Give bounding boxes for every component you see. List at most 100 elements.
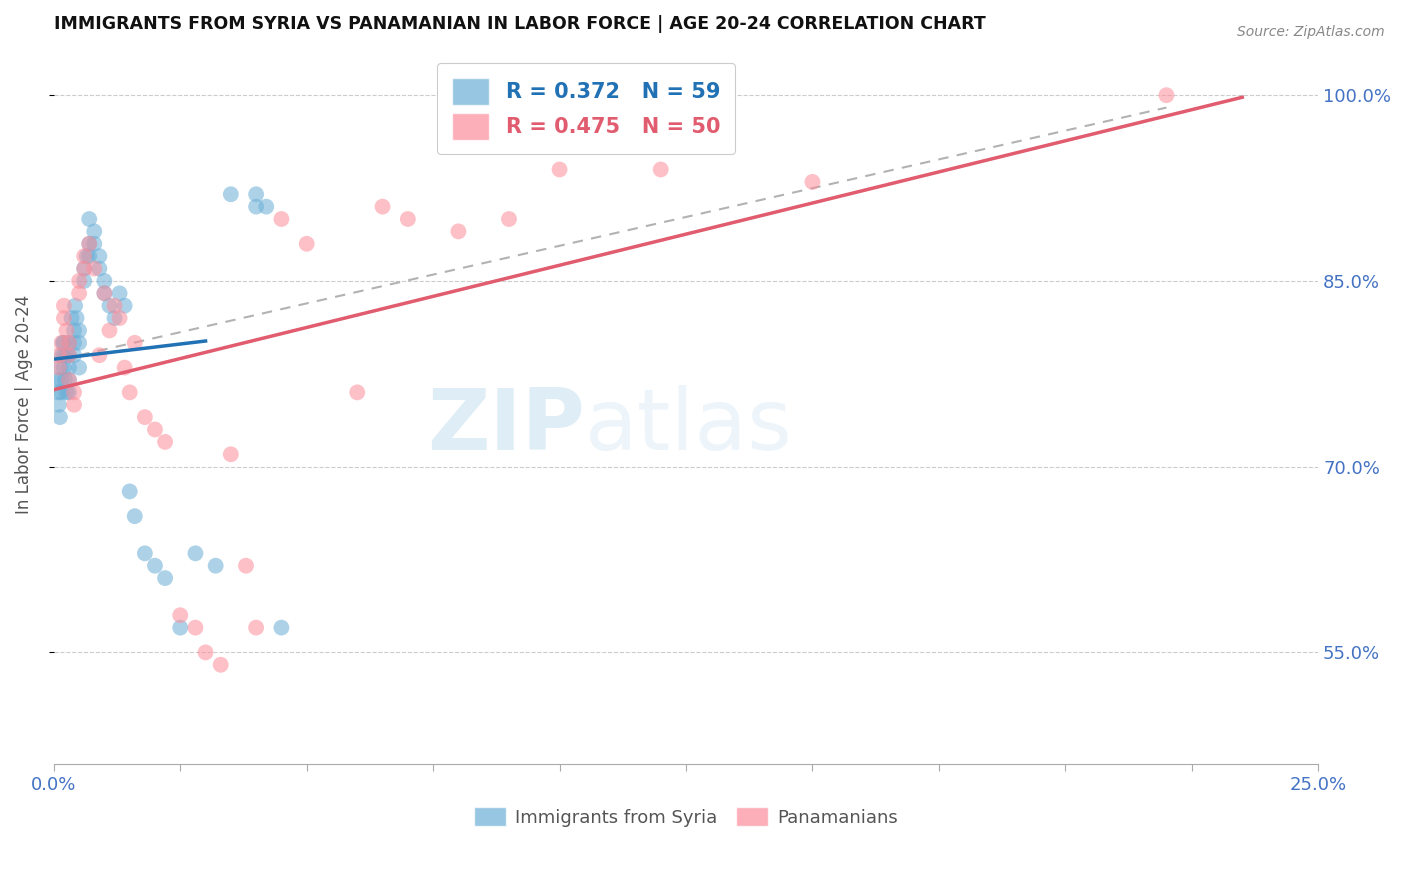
Point	[63, 348, 86, 362]
Point	[52, 335, 75, 350]
Point	[498, 88, 520, 103]
Y-axis label: In Labor Force | Age 20-24: In Labor Force | Age 20-24	[15, 295, 32, 515]
Point	[63, 335, 86, 350]
Point	[346, 385, 368, 400]
Point	[134, 410, 156, 425]
Point	[58, 335, 80, 350]
Point	[51, 335, 73, 350]
Point	[89, 348, 111, 362]
Point	[77, 212, 100, 227]
Point	[124, 335, 146, 350]
Point	[58, 348, 80, 362]
Point	[245, 621, 267, 635]
Point	[53, 373, 76, 387]
Point	[49, 410, 72, 425]
Point	[73, 261, 96, 276]
Point	[209, 657, 232, 672]
Point	[89, 261, 111, 276]
Point	[254, 200, 277, 214]
Point	[93, 286, 115, 301]
Point	[83, 261, 105, 276]
Point	[55, 385, 77, 400]
Point	[55, 348, 77, 362]
Point	[63, 323, 86, 337]
Point	[89, 249, 111, 263]
Point	[63, 299, 86, 313]
Point	[143, 558, 166, 573]
Text: ZIP: ZIP	[427, 384, 585, 467]
Point	[134, 546, 156, 560]
Point	[114, 360, 136, 375]
Point	[77, 249, 100, 263]
Point	[396, 212, 419, 227]
Point	[1156, 88, 1178, 103]
Point	[67, 286, 90, 301]
Point	[58, 373, 80, 387]
Point	[60, 311, 83, 326]
Point	[63, 398, 86, 412]
Point	[184, 546, 207, 560]
Point	[48, 398, 70, 412]
Point	[124, 509, 146, 524]
Point	[169, 608, 191, 623]
Point	[169, 621, 191, 635]
Point	[67, 274, 90, 288]
Point	[295, 236, 318, 251]
Point	[194, 645, 217, 659]
Point	[52, 299, 75, 313]
Point	[76, 249, 98, 263]
Point	[108, 286, 131, 301]
Point	[235, 558, 257, 573]
Point	[270, 621, 292, 635]
Point	[108, 311, 131, 326]
Text: IMMIGRANTS FROM SYRIA VS PANAMANIAN IN LABOR FORCE | AGE 20-24 CORRELATION CHART: IMMIGRANTS FROM SYRIA VS PANAMANIAN IN L…	[53, 15, 986, 33]
Point	[98, 323, 121, 337]
Point	[73, 249, 96, 263]
Point	[83, 236, 105, 251]
Point	[801, 175, 824, 189]
Point	[118, 484, 141, 499]
Point	[153, 434, 176, 449]
Point	[184, 621, 207, 635]
Point	[153, 571, 176, 585]
Point	[52, 335, 75, 350]
Point	[48, 348, 70, 362]
Point	[93, 286, 115, 301]
Point	[52, 348, 75, 362]
Point	[55, 323, 77, 337]
Point	[118, 385, 141, 400]
Point	[58, 373, 80, 387]
Point	[67, 335, 90, 350]
Point	[67, 323, 90, 337]
Point	[49, 360, 72, 375]
Point	[93, 274, 115, 288]
Point	[67, 360, 90, 375]
Text: Source: ZipAtlas.com: Source: ZipAtlas.com	[1237, 25, 1385, 39]
Point	[548, 162, 571, 177]
Text: atlas: atlas	[585, 384, 793, 467]
Point	[143, 423, 166, 437]
Point	[103, 299, 125, 313]
Point	[65, 311, 87, 326]
Point	[83, 224, 105, 238]
Point	[58, 348, 80, 362]
Point	[447, 224, 470, 238]
Point	[498, 212, 520, 227]
Point	[63, 385, 86, 400]
Point	[51, 385, 73, 400]
Point	[58, 335, 80, 350]
Point	[58, 360, 80, 375]
Point	[51, 348, 73, 362]
Point	[650, 162, 672, 177]
Point	[245, 200, 267, 214]
Point	[103, 311, 125, 326]
Point	[219, 447, 242, 461]
Point	[52, 311, 75, 326]
Point	[46, 373, 69, 387]
Point	[371, 200, 394, 214]
Point	[98, 299, 121, 313]
Point	[245, 187, 267, 202]
Point	[219, 187, 242, 202]
Point	[52, 360, 75, 375]
Point	[270, 212, 292, 227]
